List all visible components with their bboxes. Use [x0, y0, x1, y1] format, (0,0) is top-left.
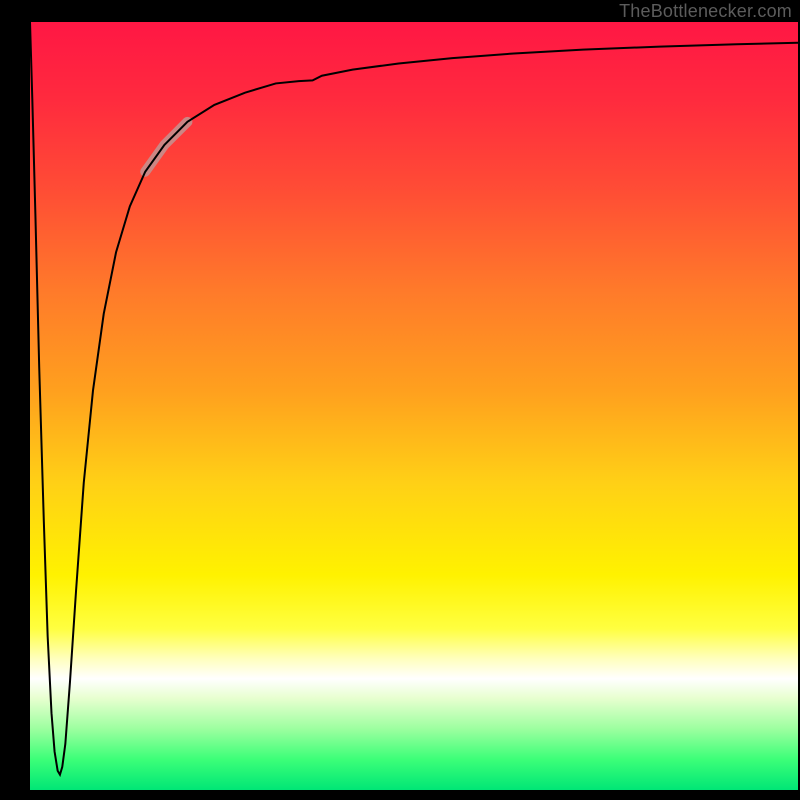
- chart-root: TheBottlenecker.com: [0, 0, 800, 800]
- plot-area: [30, 22, 798, 790]
- plot-svg: [30, 22, 798, 790]
- attribution-text: TheBottlenecker.com: [619, 0, 792, 22]
- gradient-background: [30, 22, 798, 790]
